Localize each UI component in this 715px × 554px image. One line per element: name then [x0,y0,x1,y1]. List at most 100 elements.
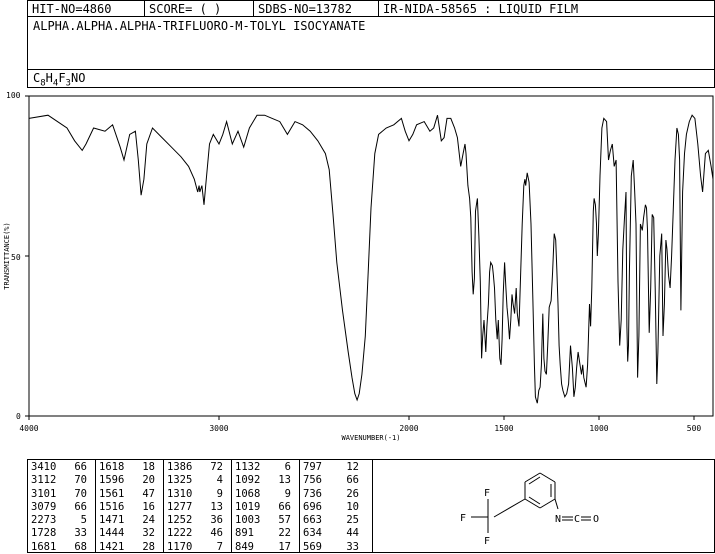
peak-wavenumber: 756 [303,474,322,487]
peak-transmittance: 10 [346,500,359,513]
formula-part: C [33,71,41,85]
peak-wavenumber: 1471 [99,514,125,527]
peak-transmittance: 70 [74,487,87,500]
xtick-label: 500 [687,424,702,433]
peak-transmittance: 17 [278,540,291,553]
molecular-structure: F F F N C O [460,472,599,547]
spectrum-line [28,114,714,404]
peak-transmittance: 24 [142,514,155,527]
peak-transmittance: 66 [278,500,291,513]
peak-row: 1019 66 [231,501,299,514]
xtick-label: 1500 [494,424,513,433]
peak-transmittance: 57 [278,514,291,527]
peak-wavenumber: 1444 [99,527,125,540]
peak-row: 1471 24 [95,514,163,527]
peak-transmittance: 16 [142,500,155,513]
formula-part: NO [70,71,86,85]
peak-transmittance: 25 [346,514,359,527]
peak-transmittance: 7 [216,540,223,553]
score: SCORE= ( ) [149,2,222,16]
peak-wavenumber: 736 [303,487,322,500]
ring-double-bond [528,476,541,485]
peak-transmittance: 44 [346,527,359,540]
peak-column: 797 12 756 66 736 26 696 10 663 25 634 44 569 33 [299,459,367,554]
peak-row: 3112 70 [27,474,95,487]
molecular-formula: C8H4F3NO [33,71,85,88]
peak-transmittance: 32 [142,527,155,540]
peak-row: 1132 6 [231,461,299,474]
compound-box: ALPHA.ALPHA.ALPHA-TRIFLUORO-M-TOLYL ISOC… [27,16,715,88]
peak-wavenumber: 1132 [235,461,261,473]
peak-row: 1561 47 [95,488,163,501]
peak-row: 1516 16 [95,501,163,514]
peak-transmittance: 66 [74,461,87,473]
peak-row: 1277 13 [163,501,231,514]
peak-row: 1092 13 [231,474,299,487]
peak-wavenumber: 1092 [235,474,261,487]
xtick-label: 3000 [209,424,228,433]
xtick-label: 4000 [19,424,38,433]
peak-wavenumber: 1728 [31,527,57,540]
peak-row: 1170 7 [163,541,231,554]
header-bar: HIT-NO=4860 SCORE= ( ) SDBS-NO=13782 IR-… [27,0,715,17]
peak-row: 1325 4 [163,474,231,487]
peak-wavenumber: 1386 [167,461,193,473]
ir-spectrum-chart: 100 50 0 TRANSMITTANCE(%) WAVENUMBER(-1)… [3,91,714,442]
ytick-label-50: 50 [11,253,21,262]
peak-transmittance: 33 [74,527,87,540]
peak-wavenumber: 797 [303,461,322,473]
peak-wavenumber: 569 [303,540,322,553]
peak-wavenumber: 3410 [31,461,57,473]
peak-wavenumber: 1596 [99,474,125,487]
peak-row: 2273 5 [27,514,95,527]
hit-number: HIT-NO=4860 [32,2,112,16]
cf3-bond [493,498,526,518]
peak-row: 1681 68 [27,541,95,554]
peak-transmittance: 46 [210,527,223,540]
peak-transmittance: 66 [74,500,87,513]
ring-bond [524,498,541,509]
peak-wavenumber: 1310 [167,487,193,500]
peak-wavenumber: 1681 [31,540,57,553]
peak-row: 1421 28 [95,541,163,554]
peak-wavenumber: 1561 [99,487,125,500]
peak-row: 3101 70 [27,488,95,501]
peak-transmittance: 70 [74,474,87,487]
peak-wavenumber: 849 [235,540,254,553]
peak-row: 1068 9 [231,488,299,501]
peak-row: 1596 20 [95,474,163,487]
formula-part: 3 [65,78,71,89]
peak-wavenumber: 2273 [31,514,57,527]
compound-name: ALPHA.ALPHA.ALPHA-TRIFLUORO-M-TOLYL ISOC… [33,19,366,33]
peak-wavenumber: 1019 [235,500,261,513]
peak-row: 1310 9 [163,488,231,501]
peak-wavenumber: 3112 [31,474,57,487]
atom-c: C [574,514,580,525]
ring-bond [539,472,556,483]
peak-row: 1618 18 [95,461,163,474]
peak-column: 1386 72 1325 4 1310 9 1277 13 1252 36 1222 46 1170 7 [163,459,231,554]
peak-wavenumber: 3101 [31,487,57,500]
n-bond [554,498,559,510]
peak-row: 663 25 [299,514,367,527]
peak-transmittance: 20 [142,474,155,487]
peak-wavenumber: 1325 [167,474,193,487]
peak-row: 736 26 [299,488,367,501]
peak-row: 3410 66 [27,461,95,474]
peak-row: 1728 33 [27,527,95,540]
peak-row: 1003 57 [231,514,299,527]
y-axis-label: TRANSMITTANCE(%) [3,222,11,289]
ring-bond [524,472,541,483]
peak-wavenumber: 1068 [235,487,261,500]
formula-part: H [45,71,53,85]
ytick-label-100: 100 [6,91,21,100]
peak-wavenumber: 1170 [167,540,193,553]
atom-f-left: F [460,513,466,524]
peak-row: 634 44 [299,527,367,540]
peak-row: 696 10 [299,501,367,514]
peak-transmittance: 28 [142,540,155,553]
ir-info: IR-NIDA-58565 : LIQUID FILM [383,2,579,16]
peak-row: 3079 66 [27,501,95,514]
peak-row: 1444 32 [95,527,163,540]
peak-wavenumber: 1421 [99,540,125,553]
